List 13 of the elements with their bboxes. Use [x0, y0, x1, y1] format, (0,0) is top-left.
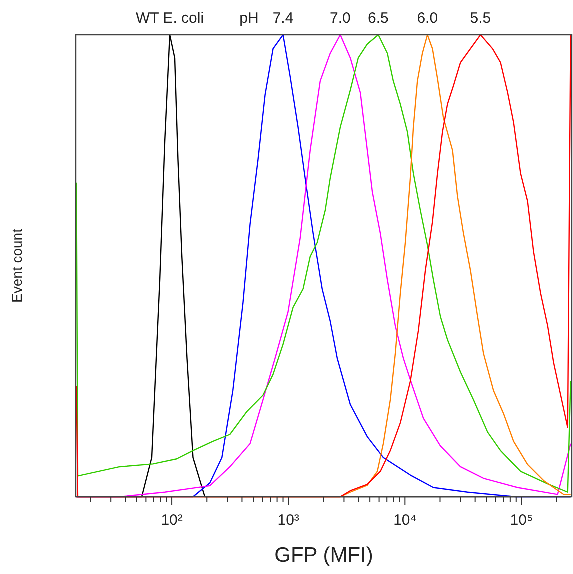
- text: pH: [240, 10, 259, 27]
- x-tick-label: 10⁴: [394, 512, 417, 529]
- series-label: 7.0: [330, 10, 351, 27]
- x-tick-label: 10⁵: [510, 512, 534, 529]
- x-tick-label: 10³: [278, 512, 300, 529]
- x-tick-label: 10²: [161, 512, 183, 529]
- series-label: 6.5: [368, 10, 389, 27]
- series-label: 7.4: [272, 10, 294, 27]
- series-label: 5.5: [470, 10, 492, 27]
- y-axis-title: Event count: [9, 228, 25, 303]
- series-label: WT E. coli: [136, 10, 204, 27]
- series-label: 6.0: [417, 10, 438, 27]
- x-axis-title: GFP (MFI): [274, 544, 374, 567]
